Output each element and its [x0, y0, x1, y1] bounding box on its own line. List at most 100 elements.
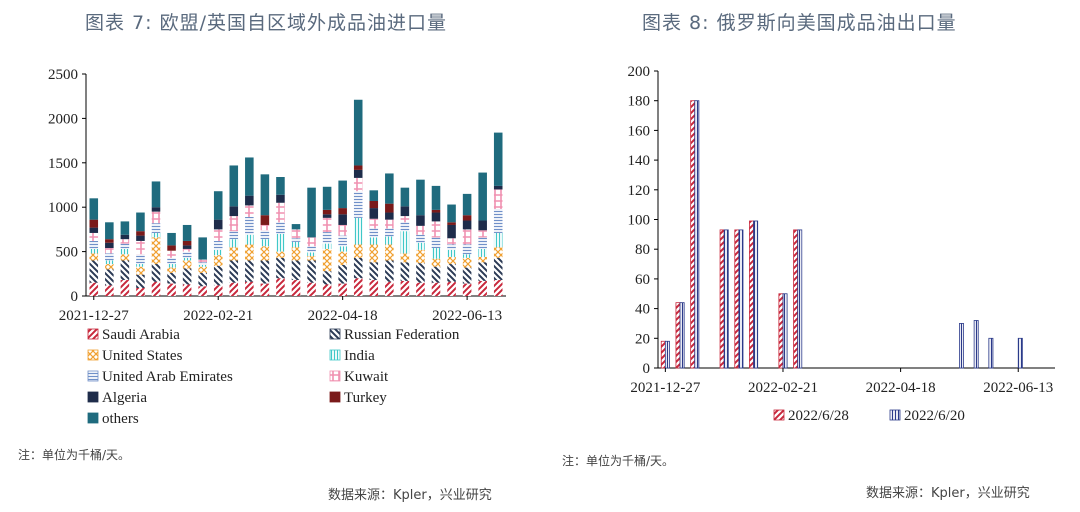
bar-segment-india [369, 237, 379, 245]
legend-swatch-kuwait [329, 370, 341, 382]
bar-segment-turkey [338, 208, 347, 215]
bar-segment-united-states [151, 237, 161, 265]
bar-segment-turkey [353, 165, 363, 170]
left-legend: Saudi Arabia Russian Federation United Sta… [87, 327, 460, 427]
legend-label-united-states: United States [102, 348, 183, 364]
bar-segment-united-arab-emirates [182, 251, 192, 258]
bar-segment-kuwait [276, 202, 285, 223]
legend-label-russian-federation: Russian Federation [344, 327, 460, 343]
bar-segment-united-arab-emirates [245, 216, 254, 235]
legend-label-algeria: Algeria [102, 390, 147, 406]
bar-segment-saudi-arabia [245, 281, 254, 296]
y-tick-label: 200 [628, 64, 651, 80]
bar-segment-saudi-arabia [447, 281, 456, 296]
bar-segment-united-arab-emirates [385, 228, 394, 237]
x-tick-label: 2022-02-21 [183, 308, 253, 324]
bar-segment-united-states [276, 251, 285, 258]
bar-segment-kuwait [120, 239, 130, 244]
bar-segment-turkey [167, 245, 176, 251]
bar-segment-india [416, 242, 425, 250]
bar-segment-united-states [198, 266, 207, 273]
bar-segment-united-arab-emirates [322, 232, 332, 244]
bar-segment-united-states [182, 260, 192, 269]
bar-segment-algeria [493, 185, 503, 190]
bar-segment-russian-federation [478, 262, 487, 281]
bar-segment-united-states [493, 247, 503, 258]
bar-segment-algeria [151, 207, 161, 212]
bar-segment-kuwait [260, 224, 270, 231]
bar-segment-kuwait [400, 216, 410, 223]
legend-swatch-2022-6-20 [889, 409, 901, 421]
bar-segment-turkey [89, 219, 99, 228]
bar-2022-6-28 [778, 293, 784, 369]
bar-segment-turkey [136, 231, 145, 236]
y-tick-label: 120 [628, 183, 651, 199]
bar-segment-russian-federation [105, 269, 114, 286]
bar-segment-united-arab-emirates [462, 244, 472, 255]
bar-segment-russian-federation [338, 264, 347, 284]
bar-2022-6-20 [973, 320, 979, 369]
y-tick-label: 0 [643, 361, 651, 377]
bar-segment-others [213, 191, 223, 220]
bar-segment-kuwait [105, 248, 114, 254]
bar-segment-saudi-arabia [369, 280, 379, 296]
bar-segment-saudi-arabia [478, 280, 487, 296]
bar-segment-algeria [89, 227, 99, 233]
bar-segment-saudi-arabia [431, 282, 441, 296]
bar-segment-saudi-arabia [105, 285, 114, 296]
legend-swatch-2022-6-28 [773, 409, 785, 421]
bar-segment-india [151, 232, 161, 238]
bar-segment-algeria [447, 224, 456, 239]
bar-segment-india [229, 239, 239, 248]
bar-segment-others [493, 132, 503, 186]
bar-segment-united-arab-emirates [369, 228, 379, 238]
bar-segment-others [167, 232, 176, 246]
bar-segment-india [213, 249, 223, 256]
x-tick-label: 2022-06-13 [983, 380, 1053, 396]
bar-segment-united-arab-emirates [338, 235, 347, 247]
bar-segment-saudi-arabia [400, 280, 410, 296]
bar-segment-united-arab-emirates [276, 222, 285, 234]
y-tick-label: 80 [635, 242, 650, 258]
y-tick-label: 1500 [48, 156, 78, 172]
bar-segment-united-arab-emirates [400, 222, 410, 232]
bar-segment-russian-federation [291, 260, 301, 281]
bar-segment-united-arab-emirates [198, 262, 207, 265]
x-tick-label: 2022-06-13 [432, 308, 502, 324]
bar-segment-united-arab-emirates [120, 243, 130, 249]
bar-segment-algeria [338, 214, 347, 225]
y-tick-label: 0 [71, 289, 79, 305]
bar-segment-others [322, 186, 332, 210]
left-note: 注：单位为千桶/天。 [18, 448, 131, 462]
bar-segment-russian-federation [307, 260, 316, 283]
legend-label-2022-6-28: 2022/6/28 [788, 408, 849, 424]
bar-segment-others [105, 222, 114, 240]
bar-segment-kuwait [229, 216, 239, 232]
bar-segment-kuwait [151, 211, 161, 224]
bar-2022-6-20 [753, 220, 759, 369]
bar-segment-united-arab-emirates [213, 240, 223, 250]
bar-segment-turkey [447, 222, 456, 225]
bar-segment-russian-federation [416, 263, 425, 283]
bar-segment-kuwait [245, 205, 254, 217]
bar-segment-united-arab-emirates [431, 237, 441, 249]
bar-segment-kuwait [462, 229, 472, 245]
bar-segment-united-states [322, 248, 332, 272]
bar-segment-india [136, 264, 145, 267]
bar-segment-united-states [400, 253, 410, 263]
bar-segment-india [447, 249, 456, 257]
y-tick-label: 500 [56, 245, 79, 261]
legend-swatch-united-states [87, 349, 99, 361]
bar-segment-kuwait [307, 237, 316, 247]
bar-segment-united-arab-emirates [151, 223, 161, 233]
bar-segment-kuwait [182, 248, 192, 252]
bar-segment-united-states [120, 254, 130, 261]
bar-segment-kuwait [385, 219, 394, 229]
bar-segment-united-states [431, 258, 441, 267]
bar-segment-russian-federation [276, 257, 285, 279]
bar-segment-others [260, 174, 270, 216]
bar-segment-russian-federation [198, 272, 207, 287]
bar-2022-6-28 [675, 302, 681, 369]
bar-segment-kuwait [369, 218, 379, 229]
right-chart-title: 图表 8: 俄罗斯向美国成品油出口量 [642, 12, 957, 34]
